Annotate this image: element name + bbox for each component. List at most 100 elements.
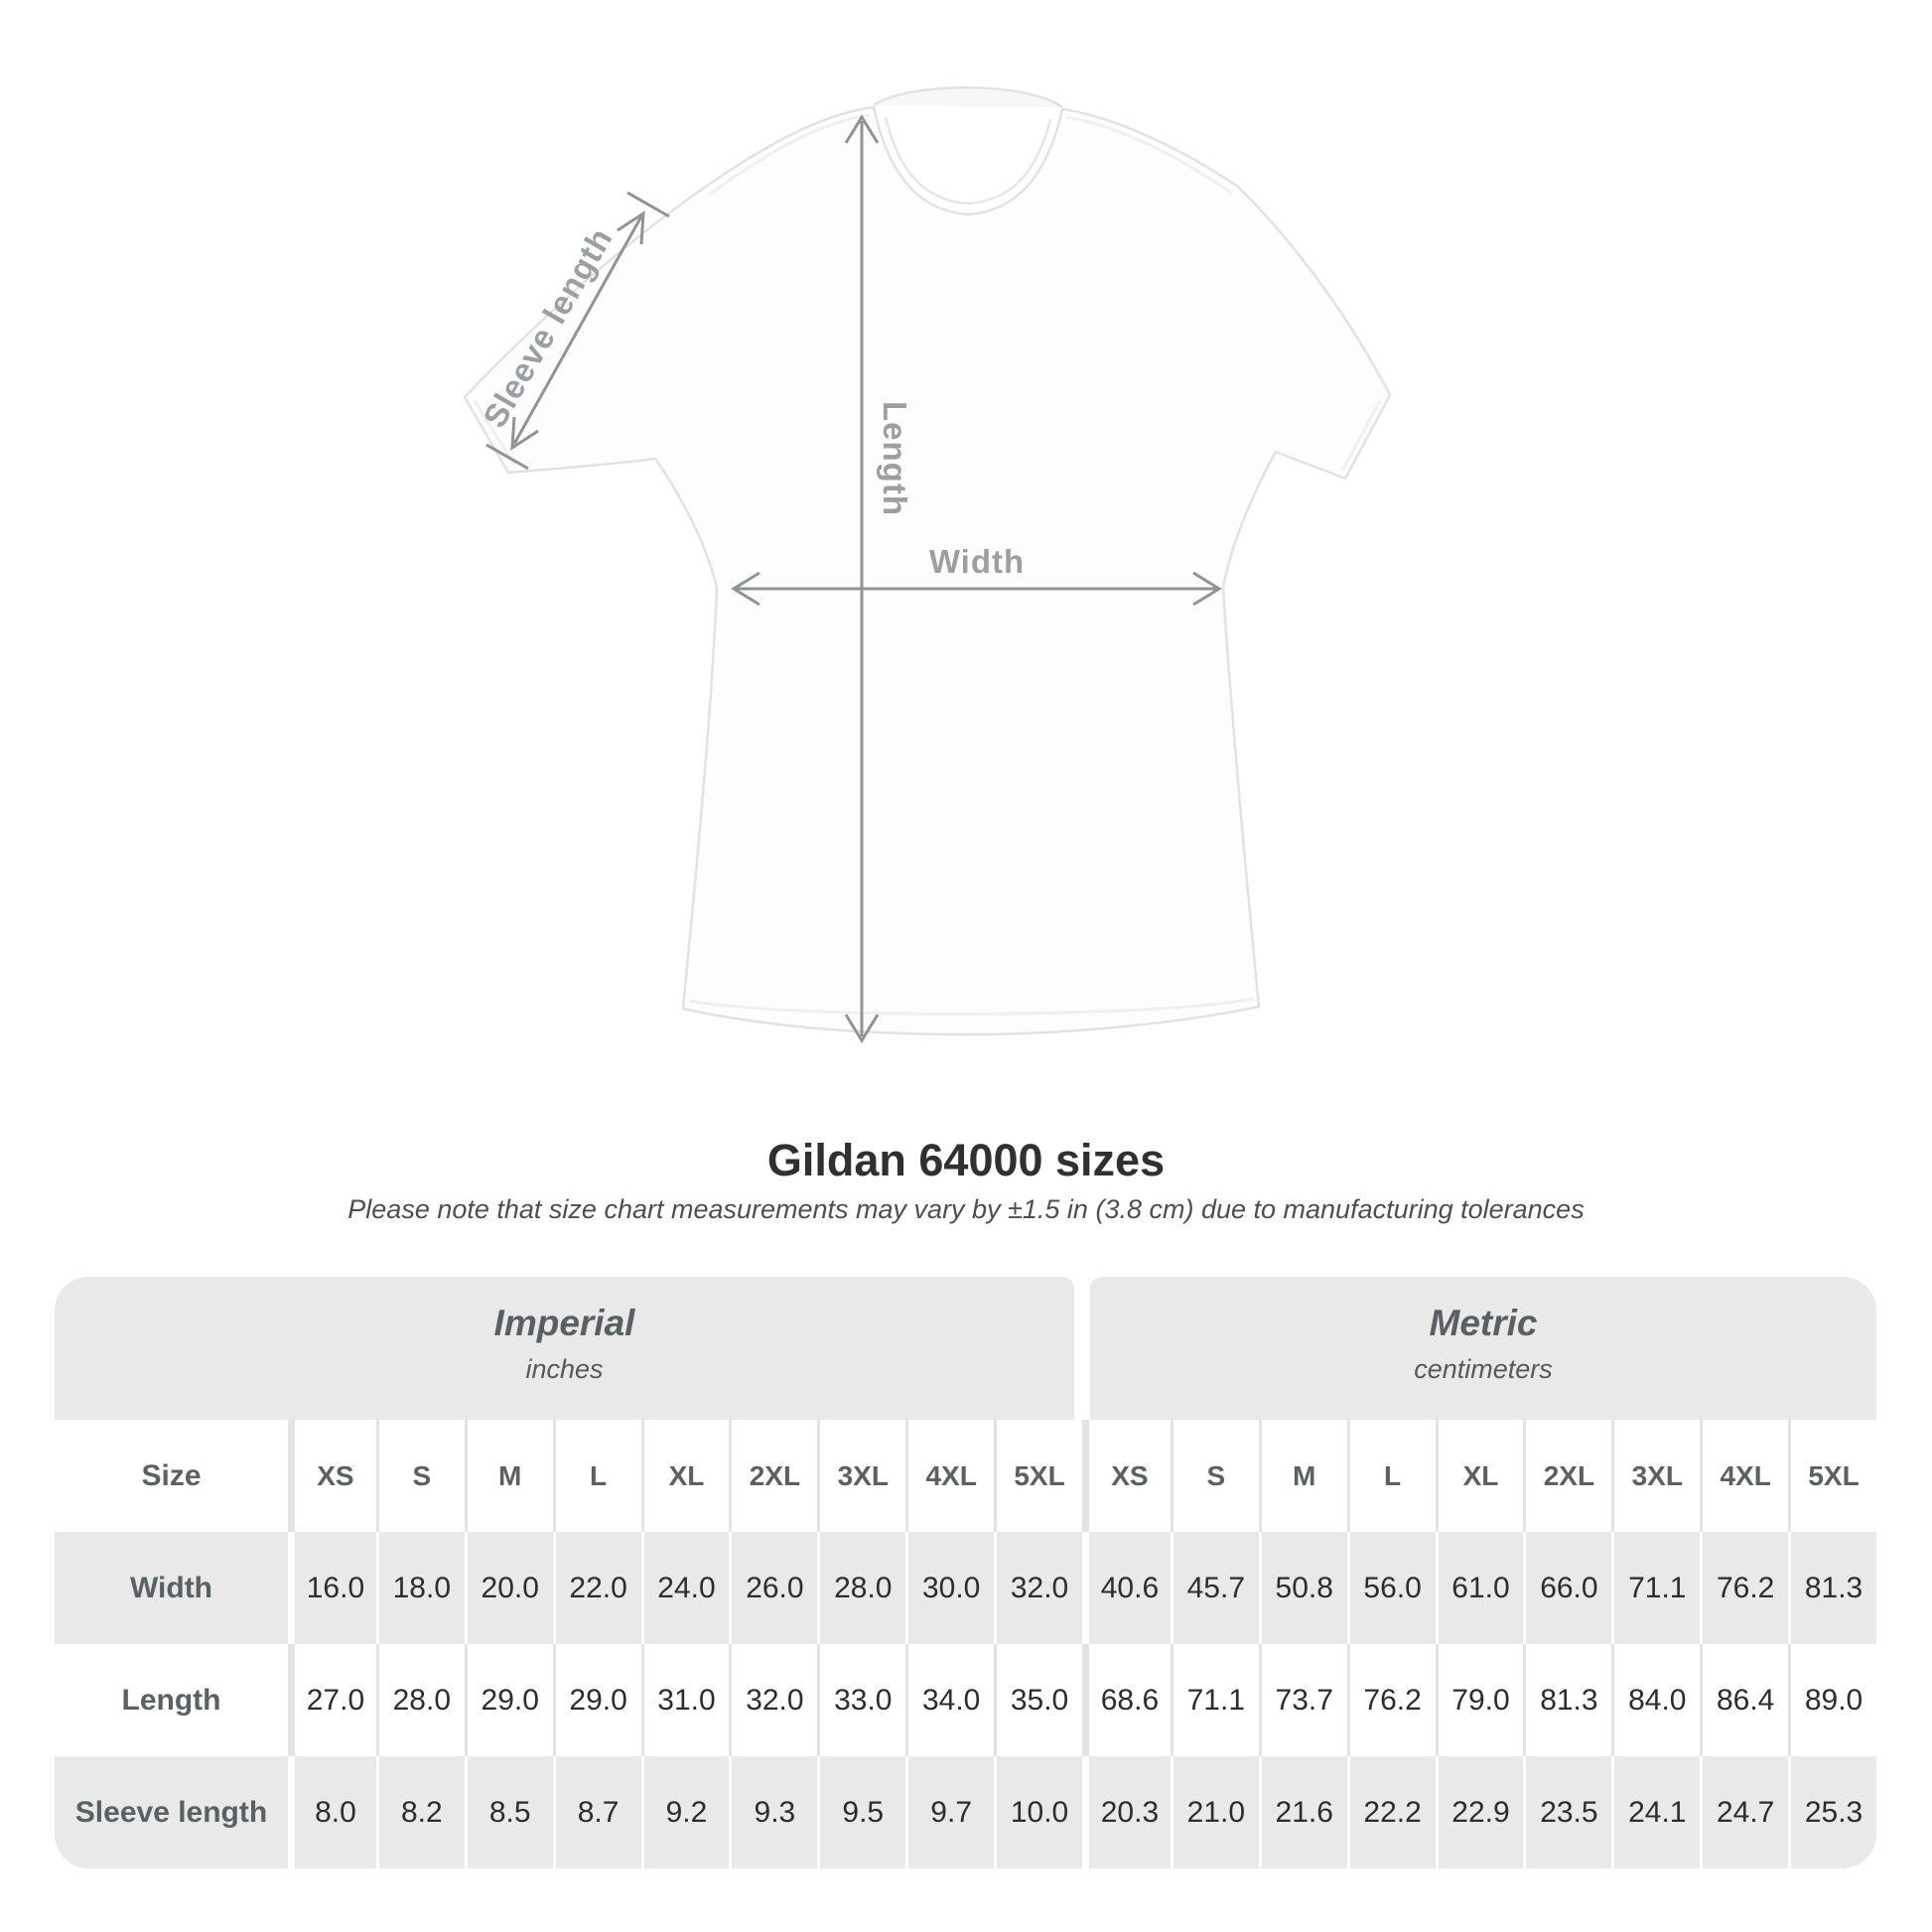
value-cell: 27.0 [288,1644,376,1756]
value-cell: 89.0 [1788,1644,1876,1756]
value-cell: 28.0 [817,1532,905,1644]
value-cell: 9.7 [905,1756,994,1868]
collar-inner [884,116,1052,206]
size-cell: 2XL [729,1420,817,1532]
size-cell: 5XL [994,1420,1082,1532]
sleeve-length-row: Sleeve length 8.0 8.2 8.5 8.7 9.2 9.3 9.… [55,1756,1876,1868]
value-cell: 86.4 [1700,1644,1788,1756]
value-cell: 76.2 [1346,1644,1436,1756]
size-cell: XL [1435,1420,1524,1532]
value-cell: 24.7 [1700,1756,1788,1868]
value-cell: 32.0 [729,1644,817,1756]
value-cell: 56.0 [1346,1532,1436,1644]
value-cell: 76.2 [1700,1532,1788,1644]
value-cell: 68.6 [1081,1644,1171,1756]
tshirt-diagram [463,86,1392,1043]
value-cell: 20.0 [464,1532,553,1644]
value-cell: 73.7 [1258,1644,1347,1756]
value-cell: 29.0 [552,1644,641,1756]
value-cell: 81.3 [1788,1532,1876,1644]
value-cell: 50.8 [1258,1532,1347,1644]
value-cell: 8.7 [552,1756,641,1868]
value-cell: 35.0 [994,1644,1082,1756]
value-cell: 31.0 [640,1644,730,1756]
size-cell: 5XL [1788,1420,1876,1532]
size-header-row: Size XS S M L XL 2XL 3XL 4XL 5XL XS S M … [55,1420,1876,1532]
size-cell: L [1346,1420,1436,1532]
size-cell: 4XL [1700,1420,1788,1532]
value-cell: 10.0 [994,1756,1082,1868]
tolerance-note: Please note that size chart measurements… [347,1194,1585,1224]
value-cell: 28.0 [375,1644,465,1756]
value-cell: 21.0 [1170,1756,1259,1868]
value-cell: 40.6 [1081,1532,1171,1644]
value-cell: 34.0 [905,1644,994,1756]
value-cell: 66.0 [1523,1532,1611,1644]
width-row: Width 16.0 18.0 20.0 22.0 24.0 26.0 28.0… [55,1532,1876,1644]
tshirt-outline [463,105,1392,1036]
value-cell: 9.2 [640,1756,730,1868]
value-cell: 84.0 [1611,1644,1700,1756]
value-cell: 25.3 [1788,1756,1876,1868]
sleeve-length-arrow [512,215,643,445]
value-cell: 9.5 [817,1756,905,1868]
row-label: Sleeve length [74,1795,268,1829]
value-cell: 26.0 [729,1532,817,1644]
row-label: Length [121,1683,221,1717]
value-cell: 18.0 [375,1532,465,1644]
size-cell: 3XL [1611,1420,1700,1532]
imperial-unit: inches [525,1354,604,1384]
value-cell: 20.3 [1081,1756,1171,1868]
imperial-header-block: Imperial inches [55,1277,1074,1420]
value-cell: 29.0 [464,1644,553,1756]
value-cell: 79.0 [1435,1644,1524,1756]
seam-lines [473,113,1382,1016]
value-cell: 71.1 [1611,1532,1700,1644]
metric-unit: centimeters [1414,1354,1553,1384]
length-label: Length [877,401,913,516]
value-cell: 32.0 [994,1532,1082,1644]
value-cell: 22.0 [552,1532,641,1644]
unit-system-header: Imperial inches Metric centimeters [55,1277,1876,1420]
value-cell: 8.5 [464,1756,553,1868]
value-cell: 24.1 [1611,1756,1700,1868]
value-cell: 23.5 [1523,1756,1611,1868]
value-cell: 71.1 [1170,1644,1259,1756]
size-cell: M [1258,1420,1347,1532]
size-cell: 3XL [817,1420,905,1532]
size-cell: 2XL [1523,1420,1611,1532]
value-cell: 22.2 [1346,1756,1436,1868]
size-cell: 4XL [905,1420,994,1532]
size-cell: L [552,1420,641,1532]
value-cell: 61.0 [1435,1532,1524,1644]
value-cell: 9.3 [729,1756,817,1868]
size-cell: S [1170,1420,1259,1532]
value-cell: 33.0 [817,1644,905,1756]
length-row: Length 27.0 28.0 29.0 29.0 31.0 32.0 33.… [55,1644,1876,1756]
value-cell: 16.0 [288,1532,376,1644]
metric-title: Metric [1429,1303,1538,1343]
page-title: Gildan 64000 sizes [766,1135,1166,1185]
width-label: Width [928,543,1026,580]
size-row-label: Size [141,1458,202,1492]
value-cell: 8.2 [375,1756,465,1868]
tshirt-figure: Sleeve length Length Width [463,86,1392,1043]
size-cell: S [375,1420,465,1532]
metric-header-block: Metric centimeters [1090,1277,1876,1420]
value-cell: 30.0 [905,1532,994,1644]
value-cell: 8.0 [288,1756,376,1868]
size-cell: XS [288,1420,376,1532]
value-cell: 21.6 [1258,1756,1347,1868]
measurement-arrows [485,114,1222,1043]
value-cell: 22.9 [1435,1756,1524,1868]
size-cell: XS [1081,1420,1171,1532]
value-cell: 24.0 [640,1532,730,1644]
size-cell: XL [640,1420,730,1532]
imperial-title: Imperial [493,1303,635,1343]
row-label: Width [129,1571,213,1604]
size-cell: M [464,1420,553,1532]
collar-back [873,86,1063,109]
value-cell: 81.3 [1523,1644,1611,1756]
size-table: Imperial inches Metric centimeters Size … [55,1277,1876,1868]
